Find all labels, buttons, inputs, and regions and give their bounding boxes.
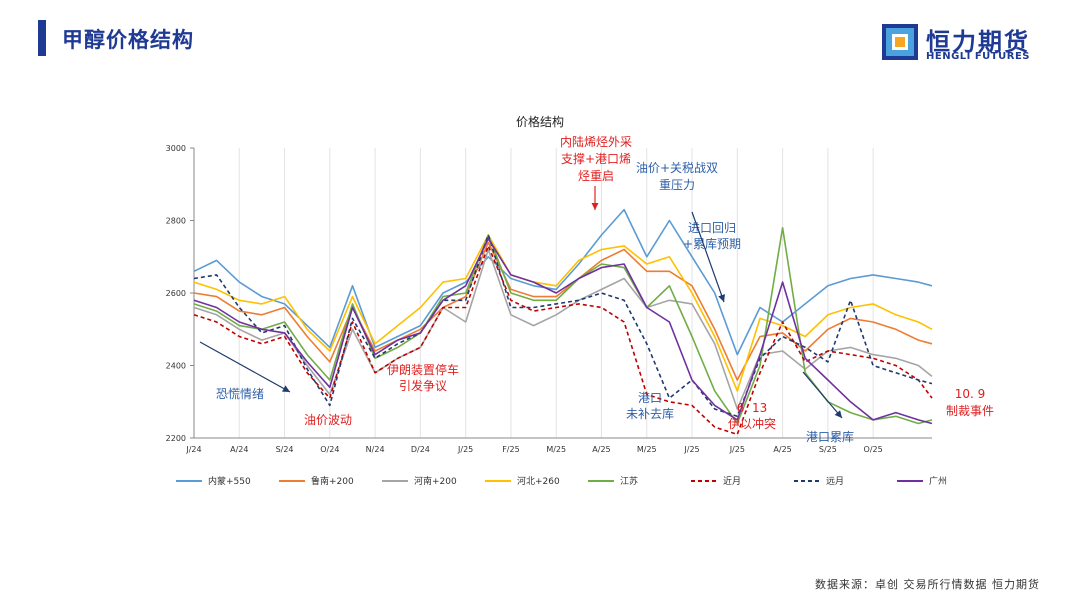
page-title: 甲醇价格结构 <box>62 28 194 52</box>
x-tick-label: J/24 <box>185 445 201 454</box>
series-line-近月 <box>193 245 933 436</box>
logo: 恒力期货 HENGLI FUTURES <box>882 24 1052 64</box>
x-tick-label: F/25 <box>502 445 519 454</box>
annotation-label: 油价波动 <box>304 413 352 427</box>
x-tick-label: A/24 <box>230 445 248 454</box>
annotation-label: 伊朗装置停车 <box>387 362 459 377</box>
annotation-label: 伊以冲突 <box>728 416 776 431</box>
annotation-label: 支撑+港口烯 <box>561 151 631 166</box>
logo-text-en: HENGLI FUTURES <box>926 51 1030 62</box>
legend: 内蒙+550 鲁南+200 河南+200 河北+260 江苏 近月 远月 广州 <box>176 475 947 487</box>
x-tick-label: D/24 <box>411 445 430 454</box>
legend-label: 河北+260 <box>517 475 560 487</box>
series-line-远月 <box>193 234 933 418</box>
x-tick-label: J/25 <box>729 445 745 454</box>
series-line-鲁南+200 <box>193 241 933 381</box>
series-lines <box>193 208 933 436</box>
y-tick-label: 2600 <box>166 289 186 298</box>
annotation-label: 港口 <box>638 391 662 405</box>
annotation-label: 制裁事件 <box>946 404 994 418</box>
y-tick-label: 2800 <box>166 217 186 226</box>
annotation-label: 进口回归 <box>688 221 736 235</box>
series-line-河北+260 <box>193 234 933 392</box>
x-tick-label: O/24 <box>320 445 339 454</box>
hengli-logo-icon <box>882 24 918 60</box>
x-tick-label: M/25 <box>637 445 657 454</box>
annotation-label: 烃重启 <box>578 169 614 183</box>
annotation-label: 港口累库 <box>806 429 854 444</box>
series-line-广州 <box>193 237 933 425</box>
x-tick-label: S/25 <box>819 445 837 454</box>
x-tick-label: J/25 <box>683 445 699 454</box>
legend-label: 鲁南+200 <box>311 475 354 487</box>
x-tick-label: S/24 <box>276 445 294 454</box>
annotation-label: 未补去库 <box>626 406 674 421</box>
annotation-label: 6. 13 <box>737 401 768 415</box>
y-tick-label: 2200 <box>166 434 186 443</box>
x-tick-label: N/24 <box>366 445 385 454</box>
annotation-label: 油价+关税战双 <box>636 161 718 175</box>
legend-label: 远月 <box>826 476 844 487</box>
annotation-arrow <box>691 211 725 303</box>
x-tick-label: M/25 <box>546 445 566 454</box>
data-source: 数据来源：卓创 交易所行情数据 恒力期货 <box>815 578 1040 591</box>
legend-label: 近月 <box>723 475 741 487</box>
annotation-label: +累库预期 <box>683 236 741 251</box>
annotation-arrow <box>199 341 291 393</box>
annotation-label: 恐慌情绪 <box>216 387 264 401</box>
series-line-河南+200 <box>193 248 933 410</box>
axes: J/24 A/24 S/24 O/24 N/24 D/24 J/25 F/25 M/25 A/25… <box>166 144 932 454</box>
annotation-label: 10. 9 <box>955 387 986 401</box>
chart-title: 价格结构 <box>516 114 564 129</box>
legend-label: 内蒙+550 <box>208 475 251 487</box>
annotation-label: 内陆烯烃外采 <box>560 134 632 149</box>
logo-text-cn: 恒力期货 <box>926 28 1030 56</box>
annotation-label: 重压力 <box>659 178 695 192</box>
annotation-arrow <box>802 371 843 419</box>
annotation-label: 引发争议 <box>399 378 447 393</box>
x-tick-label: O/25 <box>864 445 883 454</box>
legend-label: 河南+200 <box>414 475 457 487</box>
legend-label: 广州 <box>929 475 947 487</box>
x-tick-label: A/25 <box>773 445 791 454</box>
y-tick-label: 3000 <box>166 144 186 153</box>
y-tick-label: 2400 <box>166 362 186 371</box>
series-line-内蒙+550 <box>193 208 933 356</box>
x-tick-label: J/25 <box>457 445 473 454</box>
legend-label: 江苏 <box>620 475 638 487</box>
x-tick-label: A/25 <box>592 445 610 454</box>
title-accent-bar <box>38 20 46 56</box>
